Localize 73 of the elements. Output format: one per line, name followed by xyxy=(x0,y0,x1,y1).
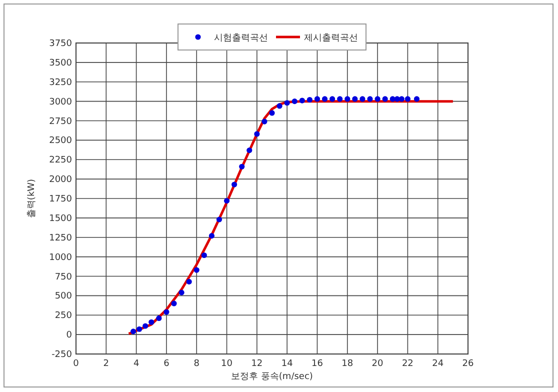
x-axis-title: 보정후 풍속(m/sec) xyxy=(231,372,313,382)
y-tick-label: 3000 xyxy=(49,97,72,108)
point xyxy=(314,96,320,102)
y-tick-label: -250 xyxy=(52,350,72,360)
point xyxy=(232,182,238,188)
x-tick-label: 24 xyxy=(432,359,444,369)
point xyxy=(156,315,162,322)
y-tick-label: 2500 xyxy=(49,136,72,146)
point xyxy=(344,96,350,102)
point xyxy=(130,328,136,334)
x-tick-label: 2 xyxy=(103,359,110,369)
y-tick-label: 750 xyxy=(54,272,72,282)
point xyxy=(164,309,170,315)
point xyxy=(194,267,200,273)
point xyxy=(299,98,305,104)
point xyxy=(136,326,142,332)
x-tick-label: 4 xyxy=(133,359,140,369)
x-tick-label: 0 xyxy=(73,359,80,369)
legend-label: 제시출력곡선 xyxy=(304,34,358,44)
point xyxy=(414,96,420,102)
y-axis-title: 출력(kW) xyxy=(27,178,37,218)
x-tick-label: 14 xyxy=(281,359,294,369)
y-tick-label: 1500 xyxy=(49,214,72,224)
point xyxy=(276,103,282,109)
point xyxy=(208,233,214,239)
x-tick-label: 26 xyxy=(462,359,474,369)
point xyxy=(142,323,148,329)
point xyxy=(186,278,192,284)
point xyxy=(382,96,388,102)
y-tick-label: 3750 xyxy=(49,39,72,49)
point xyxy=(330,96,336,102)
y-tick-label: 500 xyxy=(54,292,72,302)
y-tick-label: 3250 xyxy=(49,78,72,88)
x-tick-label: 12 xyxy=(251,359,263,369)
y-tick-label: 250 xyxy=(54,311,72,322)
point xyxy=(367,96,373,102)
x-tick-label: 18 xyxy=(342,359,354,369)
y-tick-label: 2250 xyxy=(49,156,72,166)
y-tick-label: 0 xyxy=(66,330,72,341)
point xyxy=(269,110,275,116)
point xyxy=(171,300,177,306)
point xyxy=(178,290,184,296)
point xyxy=(352,96,358,102)
y-tick-label: 2750 xyxy=(49,116,72,127)
point xyxy=(224,198,230,204)
y-tick-label: 3500 xyxy=(49,58,72,68)
point xyxy=(292,98,298,104)
x-tick-label: 16 xyxy=(312,359,324,369)
point xyxy=(239,164,245,170)
x-tick-label: 20 xyxy=(372,359,384,369)
point xyxy=(360,96,366,102)
legend-label: 시험출력곡선 xyxy=(214,34,268,44)
point xyxy=(398,96,404,102)
point xyxy=(284,100,290,106)
point xyxy=(201,252,207,258)
x-tick-label: 8 xyxy=(194,359,200,369)
y-tick-label: 2000 xyxy=(49,175,72,186)
point xyxy=(322,96,328,102)
point xyxy=(254,131,260,137)
y-tick-label: 1750 xyxy=(49,194,72,204)
point xyxy=(374,96,380,102)
x-tick-label: 10 xyxy=(221,359,233,369)
point xyxy=(306,96,312,103)
x-tick-label: 22 xyxy=(402,359,414,369)
point xyxy=(262,118,268,124)
y-tick-label: 1000 xyxy=(49,252,72,263)
point xyxy=(246,147,252,154)
x-tick-label: 6 xyxy=(164,359,170,369)
point xyxy=(337,96,343,102)
point xyxy=(148,319,154,325)
point xyxy=(216,216,222,222)
y-tick-label: 1250 xyxy=(49,233,72,244)
point xyxy=(404,96,410,102)
